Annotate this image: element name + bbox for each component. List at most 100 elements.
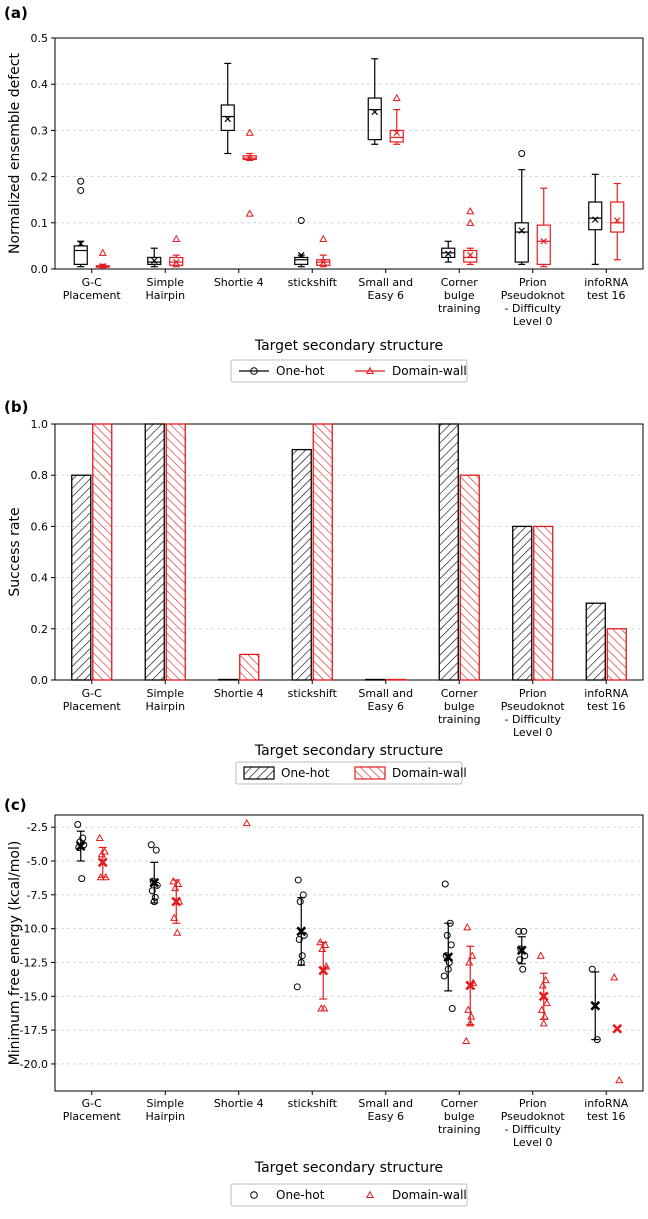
panel-a-box-plot: (a) 0.0 0.1 0.2 0.3 0.4 0.5 G-C Placement Simple H…	[4, 4, 644, 383]
legend-label-one-hot: One-hot	[281, 766, 330, 780]
plot-frame	[54, 814, 644, 1092]
x-tick-label-line: Hairpin	[145, 289, 185, 302]
data-point-one-hot	[148, 887, 156, 895]
x-tick-label: Corner bulge training	[438, 276, 481, 315]
data-point-domain-wall	[468, 951, 477, 959]
y-tick-label: 0.2	[31, 623, 49, 636]
data-point-one-hot	[593, 1036, 601, 1044]
y-tick-label: 1.0	[31, 418, 49, 431]
legend-box	[230, 359, 468, 383]
x-tick-label-line: stickshift	[288, 276, 338, 289]
x-tick-label: Shortie 4	[214, 1097, 264, 1110]
data-point-one-hot	[299, 891, 307, 899]
x-tick-label-line: Small and	[358, 1097, 413, 1110]
x-tick-label: stickshift	[288, 1097, 338, 1110]
panel-label: (c)	[4, 796, 27, 814]
x-tick-label-line: training	[438, 1123, 481, 1136]
x-tick-label-line: Level 0	[513, 1136, 553, 1149]
mean-marker	[318, 965, 329, 976]
x-tick-label: Small and Easy 6	[358, 1097, 413, 1123]
bar-domain-wall	[239, 653, 260, 681]
data-point-one-hot	[150, 898, 158, 906]
box-mean-marker	[246, 154, 253, 162]
data-point-one-hot	[446, 919, 454, 927]
mean-marker	[465, 980, 476, 991]
x-tick-label: G-C Placement	[63, 687, 122, 713]
x-tick-label-line: infoRNA	[584, 1097, 629, 1110]
bar-one-hot	[291, 448, 312, 681]
x-axis-label: Target secondary structure	[254, 338, 443, 354]
y-tick-label: 0.4	[31, 572, 49, 585]
bar-domain-wall	[165, 423, 186, 681]
x-tick-label: infoRNA test 16	[584, 1097, 629, 1123]
x-tick-label-line: Corner	[441, 687, 478, 700]
x-tick-label-line: Placement	[63, 1110, 122, 1123]
data-point-domain-wall	[610, 973, 619, 981]
x-tick-label: Prion Pseudoknot - Difficulty Level 0	[501, 1097, 566, 1149]
box-outlier	[77, 177, 85, 185]
x-axis-label: Target secondary structure	[254, 743, 443, 759]
data-point-domain-wall	[169, 877, 178, 885]
data-point-domain-wall	[316, 937, 325, 946]
box-outlier	[98, 248, 107, 256]
x-tick-label-line: Small and	[358, 276, 413, 289]
box-mean-marker	[224, 115, 231, 123]
data-point-one-hot	[294, 876, 302, 884]
x-tick-label-line: Prion	[519, 1097, 547, 1110]
y-tick-label: -12.5	[20, 956, 48, 969]
mean-marker	[97, 857, 108, 868]
box-iqr	[389, 129, 404, 143]
x-tick-label-line: test 16	[587, 1110, 626, 1123]
box-outlier	[466, 218, 475, 226]
data-point-domain-wall	[539, 1019, 548, 1027]
data-point-domain-wall	[171, 883, 180, 892]
bar-one-hot	[71, 474, 92, 681]
y-tick-label: -2.5	[27, 821, 48, 834]
bar-domain-wall	[312, 423, 333, 681]
x-tick-label-line: Pseudoknot	[501, 289, 566, 302]
x-tick-label: G-C Placement	[63, 1097, 122, 1123]
y-axis-label: Success rate	[7, 507, 23, 596]
y-tick-label: 0.5	[31, 32, 49, 45]
legend-marker-triangle	[365, 366, 375, 375]
y-tick-label: -20.0	[20, 1058, 48, 1071]
x-tick-label-line: Easy 6	[368, 289, 404, 302]
x-tick-label: Simple Hairpin	[145, 1097, 185, 1123]
data-point-domain-wall	[96, 873, 105, 881]
box-mean-marker	[445, 250, 452, 257]
box-iqr	[588, 201, 603, 231]
data-point-domain-wall	[97, 850, 106, 858]
data-point-domain-wall	[463, 923, 472, 931]
data-point-domain-wall	[541, 975, 550, 984]
data-point-domain-wall	[321, 940, 330, 948]
x-tick-label-line: Simple	[146, 1097, 184, 1110]
box-outlier	[77, 186, 85, 194]
x-tick-label-line: G-C	[82, 687, 102, 700]
bar-one-hot	[512, 525, 533, 681]
y-tick-label: -7.5	[27, 889, 48, 902]
data-point-one-hot	[447, 941, 455, 949]
data-point-one-hot	[515, 927, 523, 935]
data-point-domain-wall	[537, 1005, 546, 1013]
bar-domain-wall	[606, 628, 627, 681]
mean-marker	[296, 926, 307, 937]
x-tick-label-line: Pseudoknot	[501, 700, 566, 713]
x-tick-label: infoRNA test 16	[584, 276, 629, 302]
y-tick-label: -15.0	[20, 990, 48, 1003]
box-outlier	[245, 128, 254, 136]
data-point-one-hot	[441, 880, 449, 888]
x-tick-label-line: - Difficulty	[504, 713, 561, 726]
box-mean-marker	[614, 217, 621, 224]
x-tick-label-line: Small and	[358, 687, 413, 700]
x-tick-label-line: test 16	[587, 289, 626, 302]
data-point-one-hot	[588, 965, 596, 973]
box-outlier	[319, 234, 328, 243]
y-tick-label: -10.0	[20, 923, 48, 936]
y-tick-label: 0.3	[31, 124, 49, 137]
x-tick-label-line: Shortie 4	[214, 1097, 264, 1110]
data-point-one-hot	[78, 875, 86, 883]
mean-marker	[75, 841, 86, 852]
bar-one-hot	[365, 678, 386, 681]
box-outlier	[392, 93, 401, 102]
data-point-domain-wall	[465, 958, 474, 966]
